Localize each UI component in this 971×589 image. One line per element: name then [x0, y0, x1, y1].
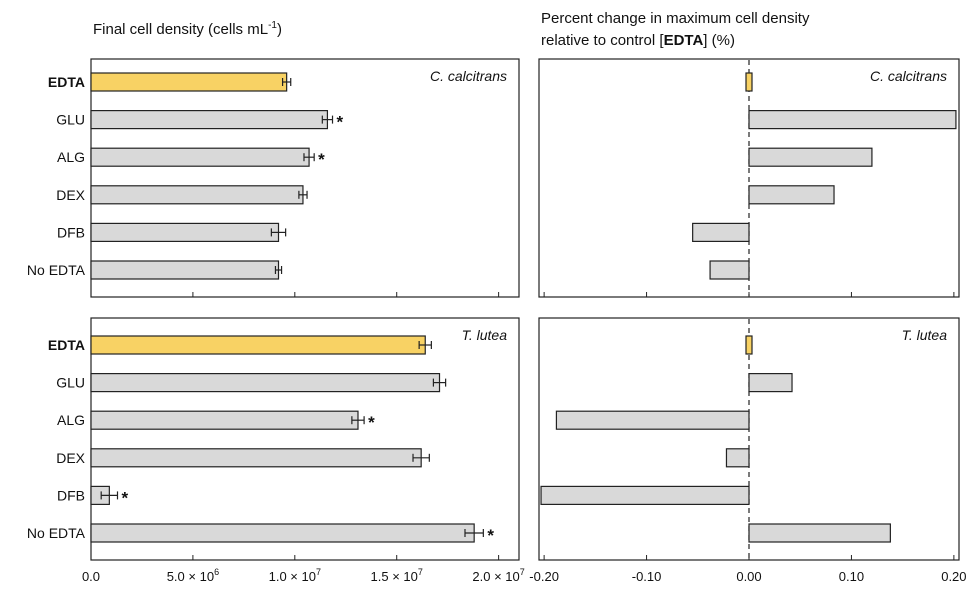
bar	[90, 185, 304, 205]
category-label: ALG	[57, 412, 85, 428]
x-tick-exponent: 7	[418, 567, 423, 577]
x-tick-label: 1.5 × 107	[371, 567, 423, 584]
significance-star: *	[368, 413, 375, 432]
bar	[555, 410, 750, 430]
significance-star: *	[487, 526, 494, 545]
left-axis-title: Final cell density (cells mL-1)	[93, 20, 282, 38]
x-tick-label: 0.0	[82, 569, 100, 584]
category-label: EDTA	[48, 337, 85, 353]
right-axis-title-line1: Percent change in maximum cell density	[541, 10, 810, 27]
bar	[748, 523, 891, 543]
species-label: C. calcitrans	[870, 68, 947, 84]
x-tick-exponent: 6	[214, 567, 219, 577]
panel-2: C. calcitrans	[538, 58, 960, 298]
category-label: EDTA	[48, 74, 85, 90]
bar	[725, 448, 750, 468]
bar	[90, 260, 280, 280]
category-label: No EDTA	[27, 525, 86, 541]
category-label: DFB	[57, 487, 85, 503]
bar	[709, 260, 750, 280]
left-axis-title-sup: -1	[268, 20, 277, 31]
x-tick-label: 0.20	[941, 569, 966, 584]
bar	[90, 335, 426, 355]
left-axis-title-main: Final cell density (cells mL	[93, 21, 268, 38]
x-tick-label: 0.10	[839, 569, 864, 584]
bar	[90, 373, 441, 393]
bar	[90, 147, 310, 167]
right-axis-title-bold: EDTA	[664, 32, 704, 49]
bar	[90, 410, 359, 430]
species-label: T. lutea	[462, 327, 508, 343]
x-tick-label: 5.0 × 106	[167, 567, 219, 584]
x-tick-exponent: 7	[316, 567, 321, 577]
bar	[90, 222, 280, 242]
bar	[90, 523, 475, 543]
x-tick-label: -0.10	[632, 569, 662, 584]
category-label: No EDTA	[27, 262, 86, 278]
category-label: DEX	[56, 187, 85, 203]
x-tick-label: 0.00	[736, 569, 761, 584]
bar	[748, 373, 793, 393]
category-label: DEX	[56, 450, 85, 466]
x-tick-label: 2.0 × 107	[472, 567, 524, 584]
x-tick-exponent: 7	[520, 567, 525, 577]
category-label: GLU	[56, 375, 85, 391]
x-tick-mantissa: 1.5 × 10	[371, 569, 418, 584]
bar	[745, 335, 753, 355]
bar	[540, 485, 750, 505]
bar	[90, 109, 329, 130]
bar	[748, 185, 835, 205]
significance-star: *	[337, 113, 344, 132]
panel-3: 0.0 5.0 × 106 1.0 × 107 1.5 × 107 2.0 × 107T…	[27, 317, 525, 584]
bar	[692, 222, 750, 242]
significance-star: *	[318, 150, 325, 169]
x-tick-mantissa: 2.0 × 10	[472, 569, 519, 584]
bar	[90, 448, 422, 468]
significance-star: *	[121, 488, 128, 507]
category-label: DFB	[57, 224, 85, 240]
right-axis-title-post: ] (%)	[703, 32, 735, 49]
bar	[748, 147, 873, 167]
x-tick-mantissa: 5.0 × 10	[167, 569, 214, 584]
bar	[748, 109, 957, 130]
category-label: ALG	[57, 149, 85, 165]
x-tick-label: 1.0 × 107	[269, 567, 321, 584]
plot-frame	[90, 317, 520, 561]
right-axis-title-line2: relative to control [EDTA] (%)	[541, 32, 735, 49]
species-label: C. calcitrans	[430, 68, 507, 84]
bar	[745, 72, 753, 92]
plot-frame	[90, 58, 520, 298]
right-axis-title-pre: relative to control [	[541, 32, 664, 49]
category-label: GLU	[56, 112, 85, 128]
species-label: T. lutea	[902, 327, 948, 343]
x-tick-mantissa: 1.0 × 10	[269, 569, 316, 584]
bar	[90, 72, 288, 92]
left-axis-title-end: )	[277, 21, 282, 38]
panel-1: C. calcitrans EDTA GLU * ALG * DEX DFB No EDTA	[27, 58, 520, 298]
panel-4: -0.20 -0.10 0.00 0.10 0.20 T. lutea	[529, 317, 967, 584]
x-tick-label: -0.20	[529, 569, 559, 584]
